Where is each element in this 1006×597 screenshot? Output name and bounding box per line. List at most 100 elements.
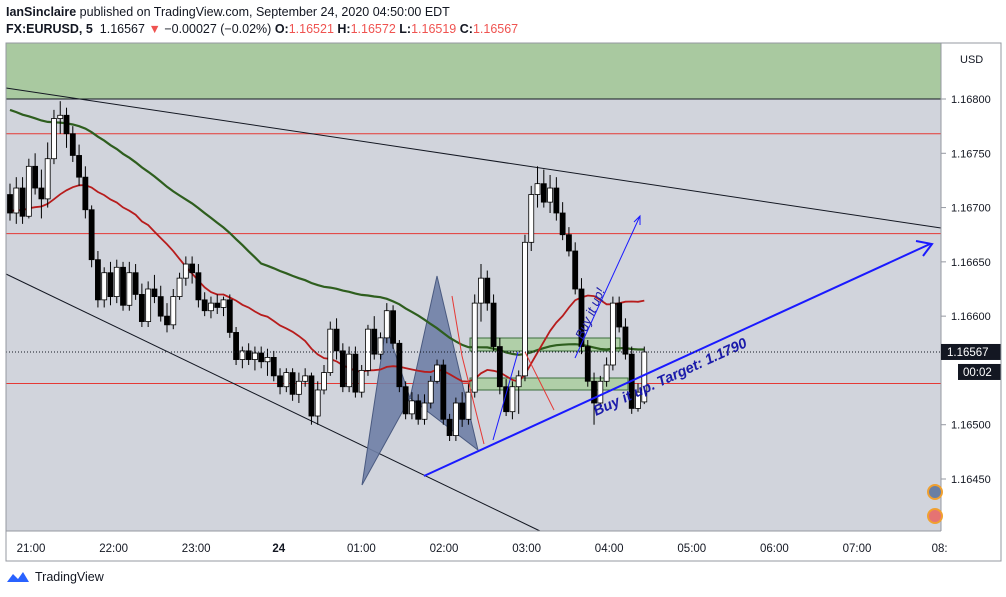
candle (132, 264, 139, 300)
candle (609, 296, 616, 371)
bear-candle-body (88, 209, 95, 261)
tradingview-logo-icon[interactable] (6, 570, 30, 584)
candle (82, 166, 89, 219)
bull-candle-body (603, 364, 610, 382)
candle (597, 375, 604, 409)
candle (120, 261, 126, 311)
bull-candle-body (427, 380, 434, 404)
bull-candle-body (113, 266, 120, 297)
bull-candle-body (547, 187, 553, 203)
candle (478, 264, 484, 322)
bear-candle-body (591, 380, 597, 404)
bear-candle-body (440, 364, 447, 420)
bull-candle-body (314, 389, 321, 417)
candle (540, 169, 547, 208)
price-axis-ticks[interactable]: 1.16800 1.16750 1.16700 1.16650 1.16600 1.165… (941, 94, 991, 486)
red-path-2 (524, 351, 555, 411)
candle (57, 101, 64, 134)
candle (547, 175, 553, 213)
candle (490, 294, 497, 351)
time-axis-ticks[interactable]: 21:00 22:00 23:00 24 01:00 02:00 03:00 04:00 05:… (17, 543, 948, 555)
open-value: 1.16521 (288, 22, 334, 36)
candle (622, 318, 629, 360)
symbol-label[interactable]: FX:EURUSD, 5 (6, 22, 93, 36)
time-tick-label-3: 24 (272, 543, 285, 555)
bear-candle-body (496, 346, 503, 388)
chart-header: IanSinclaire published on TradingView.co… (6, 4, 518, 38)
footer: TradingView (6, 570, 104, 584)
candle (346, 346, 353, 393)
buy-arrow-head-icon (915, 240, 934, 257)
bull-candle-body (478, 277, 484, 304)
close-value: 1.16567 (472, 22, 519, 36)
candle (446, 413, 453, 441)
candle (270, 350, 277, 382)
price-tick-label-4: 1.16600 (951, 311, 991, 323)
bull-candle-body (635, 391, 641, 409)
bear-candle-body (559, 212, 566, 236)
bear-candle-body (396, 342, 403, 388)
bull-candle-body (321, 372, 327, 391)
bear-candle-body (339, 350, 346, 388)
currency-label: USD (960, 54, 983, 66)
time-tick-label-2: 23:00 (182, 543, 211, 555)
price-tick-label-3: 1.16650 (951, 257, 991, 269)
bull-candle-body (252, 352, 258, 360)
candle (308, 372, 315, 425)
author-name[interactable]: IanSinclaire (6, 5, 77, 19)
time-tick-label-5: 02:00 (430, 543, 459, 555)
candle (409, 392, 415, 420)
low-label: L: (399, 22, 412, 36)
bull-candle-body (597, 380, 604, 404)
moving-average-red (9, 184, 645, 383)
flag-icon[interactable] (927, 508, 943, 524)
candle (107, 261, 114, 306)
candle (559, 202, 566, 241)
bear-candle-body (107, 272, 114, 298)
candle (245, 343, 252, 365)
bear-candle-body (38, 187, 45, 200)
ohlc-line: FX:EURUSD, 5 1.16567 ▼ −0.00027 (−0.02%)… (6, 21, 518, 38)
candle (603, 357, 610, 387)
candle (553, 177, 560, 221)
bull-candle-body (264, 356, 271, 363)
bear-candle-body (245, 350, 252, 360)
countdown-badge (958, 363, 1001, 380)
bull-candle-body (176, 277, 183, 297)
candle (377, 332, 384, 360)
candle (95, 251, 101, 308)
bear-candle-body (214, 302, 221, 308)
lower-trendline[interactable] (5, 273, 541, 532)
bear-candle-body (164, 315, 170, 326)
buy-trendline-arrow[interactable] (423, 243, 931, 477)
candle (145, 281, 152, 327)
bear-candle-body (371, 328, 378, 355)
bull-candle-body (609, 302, 616, 366)
bear-candle-body (138, 294, 145, 322)
close-label: C: (459, 22, 473, 36)
bull-candle-body (409, 400, 415, 415)
bear-candle-body (76, 155, 82, 178)
bear-candle-body (69, 133, 76, 156)
globe-icon[interactable] (927, 484, 943, 500)
candle (365, 324, 371, 376)
bear-candle-body (233, 332, 239, 360)
footer-brand[interactable]: TradingView (35, 570, 104, 584)
countdown-text: 00:02 (963, 367, 992, 379)
buy-small-arrow[interactable] (574, 215, 641, 359)
candle (352, 346, 359, 398)
bear-candle-body (352, 353, 359, 393)
candle (339, 343, 346, 393)
time-tick-label-0: 21:00 (17, 543, 46, 555)
upper-trendline[interactable] (5, 87, 942, 229)
bear-candle-body (226, 299, 233, 333)
price-tick-label-1: 1.16750 (951, 148, 991, 160)
candle (421, 394, 428, 425)
candle (396, 340, 403, 393)
bear-candle-body (63, 114, 70, 135)
candle (44, 142, 51, 208)
candle (327, 321, 334, 376)
bull-candle-body (365, 328, 371, 371)
candle (7, 183, 13, 221)
